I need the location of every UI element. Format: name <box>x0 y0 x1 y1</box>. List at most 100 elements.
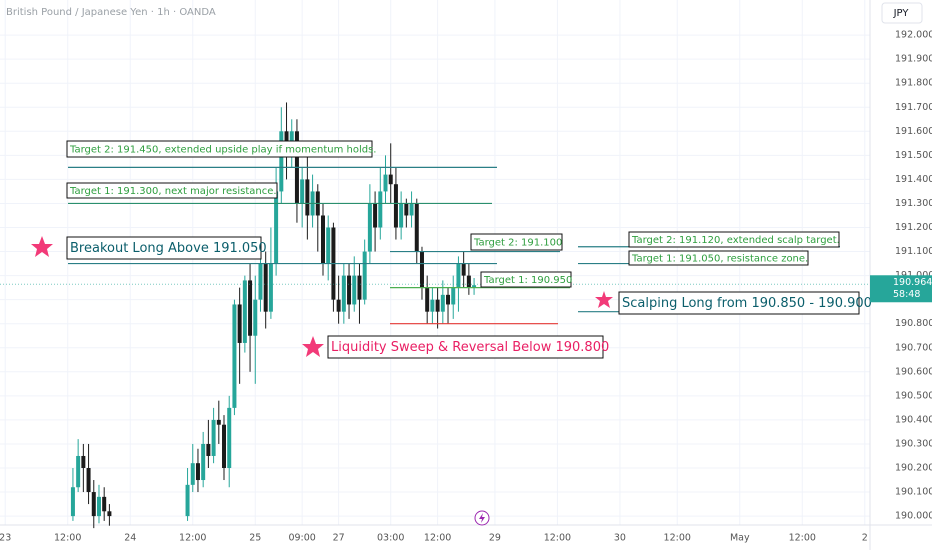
candle-body <box>102 496 107 512</box>
star <box>31 236 53 257</box>
candle-body <box>435 299 440 312</box>
y-tick-label: 191.700 <box>895 102 932 113</box>
y-tick-label: 191.800 <box>895 78 932 89</box>
event-icon-bolt <box>479 513 485 523</box>
star <box>302 336 324 357</box>
candle-body <box>367 203 372 252</box>
annotation-box <box>66 140 373 158</box>
y-tick-label: 191.900 <box>895 54 932 65</box>
annotation-box <box>628 231 840 248</box>
y-tick-label: 190.300 <box>895 438 932 449</box>
star <box>595 291 613 308</box>
candle-body <box>461 263 466 276</box>
candle-body <box>96 496 101 517</box>
candle-body <box>305 179 310 216</box>
candle-body <box>185 484 190 517</box>
stars <box>31 236 613 357</box>
y-tick-label: 190.800 <box>895 318 932 329</box>
y-tick-label: 190.200 <box>895 463 932 474</box>
candle-body <box>352 275 357 305</box>
annotation-text: Target 1: 191.300, next major resistance… <box>69 186 277 197</box>
x-tick-label: 12:00 <box>544 533 571 544</box>
candle-body <box>430 299 435 312</box>
annotation-box <box>618 291 860 315</box>
annotation-box <box>66 236 262 260</box>
candle-body <box>393 184 398 228</box>
candle-body <box>425 287 430 312</box>
currency[interactable]: JPY <box>893 8 910 19</box>
candle-body <box>227 407 232 469</box>
candle-body <box>268 263 273 312</box>
candle-body <box>341 275 346 312</box>
candle-body <box>347 275 352 305</box>
x-tick-label: 12:00 <box>54 533 81 544</box>
candle-body <box>326 227 331 264</box>
x-tick-label: 12:00 <box>179 533 206 544</box>
candle-body <box>216 419 221 425</box>
x-tick-label: 27 <box>333 533 345 544</box>
y-tick-label: 191.300 <box>895 198 932 209</box>
candle-body <box>70 487 75 517</box>
candle-body <box>414 203 419 252</box>
candle-body <box>76 455 81 488</box>
candle-body <box>419 251 424 288</box>
x-tick-label: 03:00 <box>377 533 404 544</box>
candle-body <box>195 463 200 481</box>
candle-body <box>248 280 253 336</box>
candle-body <box>206 443 211 456</box>
y-tick-label: 190.000 <box>895 511 932 522</box>
candle-body <box>446 294 451 305</box>
x-tick-label: 12:00 <box>789 533 816 544</box>
candle-body <box>201 443 206 481</box>
x-tick-label: 12:00 <box>664 533 691 544</box>
countdown-label: 58:48 <box>893 289 920 300</box>
candle-body <box>222 424 227 469</box>
annotation-box <box>470 233 563 251</box>
candle-body <box>263 263 268 312</box>
candle-body <box>451 287 456 305</box>
candle-body <box>258 263 263 300</box>
candle-body <box>86 468 91 493</box>
x-tick-label: 09:00 <box>288 533 315 544</box>
x-tick-label: 30 <box>614 533 626 544</box>
annotation-box <box>327 335 604 359</box>
candle-body <box>378 191 383 228</box>
y-tick-label: 190.100 <box>895 487 932 498</box>
candle-body <box>440 294 445 312</box>
annotation-text: Target 2: 191.120, extended scalp target… <box>631 235 840 246</box>
candle-body <box>232 304 237 408</box>
symbol-title: British Pound / Japanese Yen · 1h · OAND… <box>6 7 216 18</box>
candle-body <box>362 251 367 300</box>
y-tick-label: 192.000 <box>895 30 932 41</box>
y-tick-label: 191.200 <box>895 222 932 233</box>
candle-body <box>242 280 247 343</box>
y-tick-label: 190.700 <box>895 342 932 353</box>
candle-body <box>404 203 409 216</box>
x-tick-label: 2 <box>862 533 868 544</box>
x-tick-label: 12:00 <box>424 533 451 544</box>
y-tick-label: 191.600 <box>895 126 932 137</box>
candle-body <box>279 131 284 192</box>
last-price-tag <box>870 275 932 303</box>
annotation-text: Target 1: 191.050, resistance zone. <box>631 254 808 265</box>
annotation-text: Scalping Long from 190.850 - 190.900 <box>622 296 872 311</box>
annotation-text: Target 2: 191.100 <box>473 238 562 249</box>
candle-body <box>373 203 378 228</box>
candle-body <box>472 285 477 288</box>
y-tick-label: 191.500 <box>895 150 932 161</box>
annotation-text: Breakout Long Above 191.050 <box>70 241 267 256</box>
candle-body <box>456 263 461 288</box>
annotation-box <box>66 182 278 199</box>
annotation-box <box>628 250 809 266</box>
candle-body <box>81 455 86 469</box>
y-tick-label: 190.400 <box>895 414 932 425</box>
candle-body <box>466 275 471 288</box>
candle-body <box>190 463 195 485</box>
y-tick-label: 191.100 <box>895 246 932 257</box>
x-tick-label: 25 <box>249 533 261 544</box>
currency-box[interactable] <box>881 2 923 24</box>
candle-body <box>336 299 341 312</box>
x-tick-label: 23 <box>0 533 11 544</box>
x-tick-label: 24 <box>124 533 136 544</box>
